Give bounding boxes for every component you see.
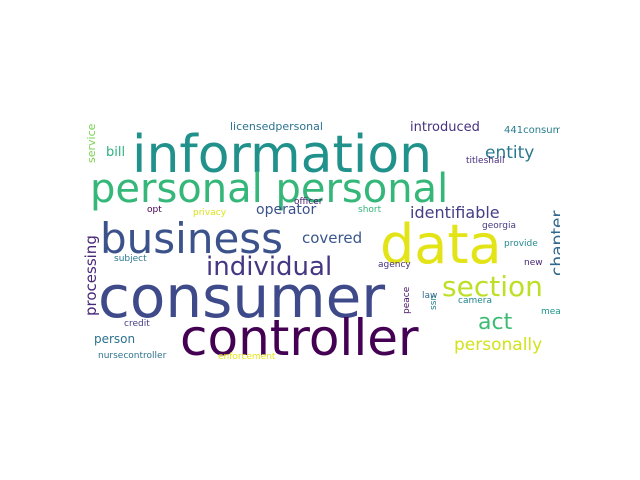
word-individual: individual	[206, 252, 333, 282]
word-ssn: ssn	[429, 294, 439, 310]
word-cloud: information personal personal business data…	[80, 120, 560, 360]
word-entity: entity	[485, 143, 535, 163]
word-nursecontroller: nursecontroller	[98, 351, 167, 361]
word-law: law	[422, 291, 438, 301]
word-information: information	[132, 125, 433, 185]
word-processing: processing	[82, 235, 100, 316]
word-person: person	[94, 332, 136, 346]
word-business: business	[100, 214, 284, 263]
word-controller: controller	[180, 309, 419, 360]
word-covered: covered	[302, 229, 363, 247]
word-consumer: consumer	[98, 263, 386, 331]
word-subject: subject	[114, 254, 147, 264]
word-data: data	[380, 213, 502, 276]
word-means: means	[541, 307, 560, 317]
word-441consumer: 441consumer	[504, 125, 560, 136]
word-personally: personally	[454, 335, 543, 355]
word-provide: provide	[504, 239, 538, 249]
word-georgia: georgia	[482, 221, 517, 231]
word-agency: agency	[378, 260, 411, 270]
word-chapter: chapter	[548, 210, 560, 276]
word-enforcement: enforcement	[218, 352, 276, 361]
word-peace: peace	[402, 286, 412, 314]
word-opt: opt	[147, 205, 162, 215]
word-short: short	[358, 205, 382, 215]
word-credit: credit	[124, 319, 150, 329]
word-introduced: introduced	[410, 120, 480, 135]
word-titleshall: titleshall	[466, 156, 505, 166]
word-privacy: privacy	[193, 208, 227, 218]
word-service: service	[85, 123, 98, 163]
word-bill: bill	[106, 145, 126, 160]
word-officer: officer	[294, 197, 323, 207]
word-new: new	[524, 258, 543, 268]
word-identifiable: identifiable	[410, 203, 500, 222]
word-licensedpersonal: licensedpersonal	[230, 120, 323, 133]
word-act: act	[478, 310, 513, 335]
word-camera: camera	[458, 296, 492, 306]
word-operator: operator	[256, 202, 317, 218]
word-personal-personal: personal personal	[90, 166, 449, 212]
word-section: section	[442, 270, 543, 303]
